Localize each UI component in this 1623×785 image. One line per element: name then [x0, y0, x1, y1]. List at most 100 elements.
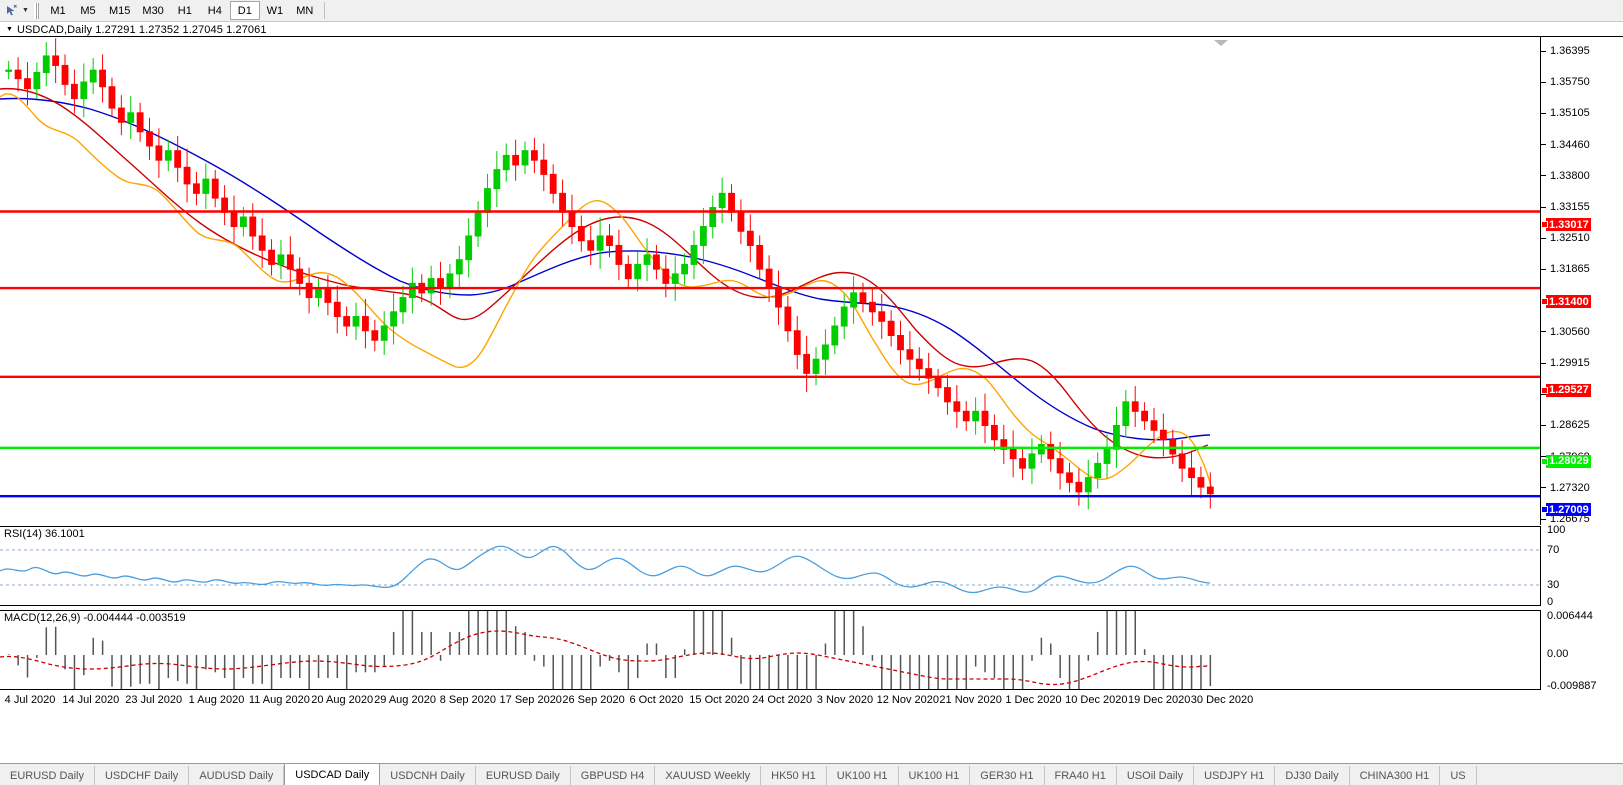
scroll-position-marker[interactable]	[1214, 40, 1228, 46]
macd-bar	[937, 655, 939, 689]
timeframe-d1[interactable]: D1	[229, 1, 260, 20]
level-drag-handle[interactable]	[1541, 457, 1548, 465]
chart-tab-hk50-h1[interactable]: HK50 H1	[761, 766, 827, 785]
macd-bar	[702, 611, 705, 655]
date-axis-label: 23 Jul 2020	[125, 694, 183, 706]
chart-tab-usdcad-daily[interactable]: USDCAD Daily	[284, 764, 381, 785]
macd-bar	[965, 655, 968, 689]
macd-bar	[101, 640, 104, 655]
horizontal-level-lines[interactable]	[0, 210, 1541, 498]
chart-tab-usoil-daily[interactable]: USOil Daily	[1117, 766, 1195, 785]
price-level-label[interactable]: 1.27009	[1546, 503, 1591, 517]
price-tick-label: 1.32510	[1550, 232, 1590, 245]
timeframe-mn[interactable]: MN	[296, 4, 314, 17]
candle-body	[493, 169, 501, 190]
level-drag-handle[interactable]	[1541, 298, 1548, 306]
macd-bar	[862, 626, 864, 655]
price-level-label[interactable]: 1.33017	[1546, 218, 1591, 232]
price-tick-label: 1.36395	[1550, 45, 1590, 57]
macd-bar	[852, 611, 855, 655]
chart-tab-fra40-h1[interactable]: FRA40 H1	[1045, 766, 1117, 785]
chart-tab-eurusd-daily[interactable]: EURUSD Daily	[0, 766, 95, 785]
date-axis-label: 24 Oct 2020	[752, 694, 813, 706]
macd-bar	[176, 655, 179, 681]
chart-tab-ger30-h1[interactable]: GER30 H1	[970, 766, 1045, 785]
macd-bar	[195, 655, 198, 689]
chart-tab-usdchf-daily[interactable]: USDCHF Daily	[95, 766, 190, 785]
date-axis-label: 15 Oct 2020	[689, 694, 750, 706]
macd-bar	[1172, 655, 1174, 689]
macd-bar	[1200, 655, 1202, 689]
macd-bar	[449, 631, 451, 655]
price-tick-label: 1.28625	[1550, 419, 1590, 432]
chart-tab-us[interactable]: US	[1440, 766, 1477, 785]
macd-bar	[1096, 631, 1099, 655]
chart-tab-xauusd-weekly[interactable]: XAUUSD Weekly	[655, 766, 762, 785]
macd-bar	[458, 631, 461, 655]
candle-body	[249, 216, 257, 237]
chart-tab-dj30-daily[interactable]: DJ30 Daily	[1275, 766, 1350, 785]
macd-bar	[1106, 611, 1108, 655]
macd-chart-svg	[0, 611, 1212, 689]
timeframe-w1[interactable]: W1	[266, 4, 284, 17]
date-axis-label: 1 Aug 2020	[188, 694, 245, 706]
chart-tab-usdcnh-daily[interactable]: USDCNH Daily	[380, 766, 476, 785]
level-drag-handle[interactable]	[1541, 386, 1548, 394]
candle-body	[549, 173, 557, 194]
price-level-label[interactable]: 1.28029	[1546, 454, 1591, 468]
chart-tab-china300-h1[interactable]: CHINA300 H1	[1350, 766, 1441, 785]
level-drag-handle[interactable]	[1541, 506, 1548, 514]
candle-body	[596, 235, 604, 251]
price-pane[interactable]	[0, 37, 1541, 525]
level-drag-handle[interactable]	[1541, 221, 1548, 229]
date-axis-label: 1 Dec 2020	[1005, 694, 1062, 706]
price-tick-label: 1.35750	[1550, 76, 1590, 89]
cursor-crosshair-icon[interactable]	[3, 3, 19, 19]
candle-body	[155, 145, 163, 161]
chart-tab-audusd-daily[interactable]: AUDUSD Daily	[189, 766, 285, 785]
candle-body	[925, 368, 933, 379]
macd-bar	[1087, 655, 1090, 661]
candle-body	[962, 410, 970, 422]
candle-body	[915, 358, 923, 370]
timeframe-h1[interactable]: H1	[177, 4, 192, 17]
candle-body	[803, 353, 811, 374]
date-axis-label: 11 Aug 2020	[248, 694, 310, 706]
timeframe-m15[interactable]: M15	[109, 4, 131, 17]
macd-bar	[430, 631, 432, 655]
rsi-pane[interactable]: RSI(14) 36.1001	[0, 526, 1541, 606]
collapse-caret-icon[interactable]: ▼	[6, 26, 13, 33]
rsi-scale-label: 70	[1547, 544, 1560, 556]
macd-bar	[909, 655, 911, 689]
chart-tab-uk100-h1[interactable]: UK100 H1	[827, 766, 899, 785]
candle-body	[634, 263, 642, 280]
macd-bar	[627, 655, 630, 689]
macd-bar	[1040, 637, 1043, 655]
chart-tab-bar: EURUSD Daily USDCHF Daily AUDUSD Daily USDC…	[0, 763, 1623, 785]
price-level-label[interactable]: 1.29527	[1546, 383, 1591, 397]
timeframe-m5[interactable]: M5	[80, 4, 96, 17]
chart-tab-gbpusd-h4[interactable]: GBPUSD H4	[571, 766, 656, 785]
macd-bar	[749, 655, 752, 689]
price-scale[interactable]: 1.36395 1.35750 1.35105 1.34460 1.33800 1.331…	[1541, 37, 1623, 525]
chart-tab-usdjpy-h1[interactable]: USDJPY H1	[1194, 766, 1276, 785]
price-tick: 1.35105	[1541, 107, 1590, 119]
chart-tab-eurusd-daily[interactable]: EURUSD Daily	[476, 766, 571, 785]
macd-pane[interactable]: MACD(12,26,9) -0.004444 -0.003519	[0, 610, 1541, 690]
candle-body	[1206, 486, 1214, 495]
candle-body	[746, 230, 754, 246]
macd-bar	[392, 631, 395, 655]
timeframe-h4[interactable]: H4	[207, 4, 222, 17]
timeframe-m30[interactable]: M30	[142, 4, 164, 17]
macd-bar	[7, 654, 10, 655]
candle-body	[333, 301, 341, 318]
chevron-down-icon[interactable]: ▼	[22, 7, 29, 14]
macd-bar	[1021, 655, 1024, 689]
chart-tab-uk100-h1[interactable]: UK100 H1	[899, 766, 971, 785]
candle-body	[1159, 429, 1167, 441]
toolbar-grip[interactable]	[34, 2, 39, 19]
price-tick: 1.29915	[1541, 357, 1590, 369]
price-tick-label: 1.30560	[1550, 325, 1590, 338]
timeframe-m1[interactable]: M1	[50, 4, 66, 17]
price-level-label[interactable]: 1.31400	[1546, 295, 1591, 309]
